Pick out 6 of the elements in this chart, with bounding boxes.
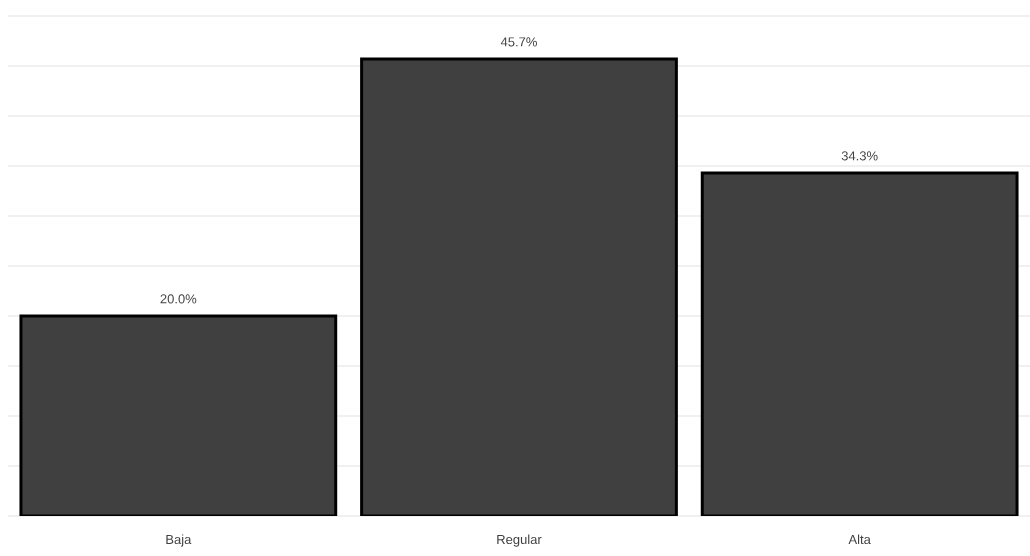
data-label: 34.3%	[841, 151, 878, 161]
data-label: 20.0%	[160, 294, 197, 304]
x-tick-label: Alta	[848, 534, 871, 545]
x-tick-label: Baja	[166, 534, 192, 547]
data-label: 45.7%	[500, 37, 537, 47]
x-tick-label: Regular	[497, 534, 542, 547]
